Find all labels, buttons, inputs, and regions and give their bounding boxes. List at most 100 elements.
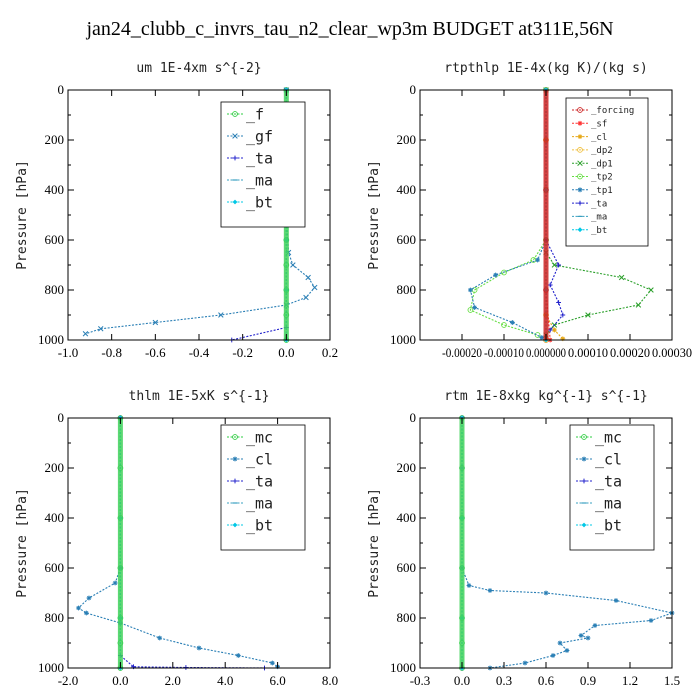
series-line: [461, 418, 674, 669]
x-tick-label: 1.2: [622, 673, 638, 688]
x-tick-label: 8.0: [322, 673, 338, 688]
panel-title: rtm 1E-8xkg kg^{-1} s^{-1}: [444, 389, 648, 404]
panel-title: thlm 1E-5xK s^{-1}: [129, 389, 270, 404]
y-tick-label: 400: [397, 510, 417, 525]
x-tick-label: 0.00030: [652, 345, 692, 360]
y-axis-label: Pressure [hPa]: [15, 488, 30, 598]
panel-1: um 1E-4xm s^{-2} Pressure [hPa] 0 200 400 600…: [15, 61, 338, 360]
figure-title: jan24_clubb_c_invrs_tau_n2_clear_wp3m BU…: [86, 18, 614, 40]
legend-marker: [577, 120, 583, 126]
data-point: [564, 648, 570, 653]
legend-label: _ma: [246, 171, 273, 189]
x-tick-label: -0.00020: [442, 345, 482, 360]
legend-marker: [581, 522, 587, 528]
legend-marker: [232, 111, 238, 117]
data-point: [618, 274, 625, 281]
legend-marker: [232, 199, 238, 205]
data-point: [97, 325, 104, 332]
series-line: [545, 90, 564, 340]
data-point: [522, 660, 528, 666]
data-point: [556, 262, 561, 268]
x-tick-label: -2.0: [58, 673, 79, 688]
legend-marker: [581, 456, 587, 462]
panel-3: thlm 1E-5xK s^{-1} Pressure [hPa] 0 200 400 6…: [15, 389, 338, 688]
x-tick-label: 0.00020: [610, 345, 650, 360]
legend-label: _dp2: [591, 146, 613, 156]
x-tick-label: 4.0: [217, 673, 233, 688]
y-tick-label: 600: [397, 560, 417, 575]
legend-label: _sf: [591, 119, 607, 129]
data-point: [585, 312, 591, 318]
data-point: [552, 327, 557, 333]
y-tick-label: 1000: [390, 660, 416, 675]
y-tick-label: 400: [397, 182, 417, 197]
data-point: [501, 322, 507, 328]
x-tick-label: 0.0: [278, 345, 294, 360]
legend-marker: [577, 173, 583, 180]
legend-marker: [577, 160, 583, 166]
zero-line: [459, 418, 465, 668]
legend-label: _cl: [595, 450, 622, 468]
y-tick-label: 200: [397, 132, 417, 147]
y-tick-label: 0: [58, 82, 65, 97]
legend-marker: [232, 155, 238, 161]
x-tick-label: -0.2: [232, 345, 253, 360]
x-tick-label: 0.00010: [568, 345, 608, 360]
y-tick-label: 600: [45, 560, 65, 575]
data-point: [556, 300, 561, 305]
legend-marker: [577, 134, 583, 139]
legend-label: _ma: [246, 494, 273, 512]
legend-box: [220, 424, 306, 551]
data-point: [467, 307, 474, 313]
data-point: [269, 660, 275, 666]
data-point: [551, 262, 558, 268]
x-tick-label: 0.0: [454, 673, 470, 688]
legend-marker: [232, 133, 238, 139]
data-point: [82, 330, 89, 337]
data-point: [635, 302, 642, 308]
legend-label: _ma: [591, 213, 607, 223]
legend-label: _ma: [595, 494, 622, 512]
data-point: [157, 635, 163, 641]
data-point: [550, 653, 556, 658]
data-point: [311, 284, 318, 291]
legend-marker: [581, 434, 587, 440]
legend-label: _ta: [591, 199, 607, 209]
legend-label: _cl: [591, 133, 607, 143]
zero-line: [543, 90, 549, 340]
data-point: [218, 312, 224, 318]
data-point: [468, 287, 473, 293]
panel-title: rtpthlp 1E-4x(kg K)/(kg s): [444, 61, 648, 76]
data-point: [613, 598, 619, 603]
legend-label: _tp2: [591, 173, 613, 183]
y-tick-label: 0: [410, 82, 417, 97]
data-point: [534, 332, 541, 338]
data-point: [543, 590, 549, 596]
y-tick-label: 600: [45, 232, 65, 247]
legend-box: [220, 101, 306, 228]
legend-marker: [577, 107, 583, 113]
data-point: [487, 588, 493, 593]
y-tick-label: 400: [45, 182, 65, 197]
legend-marker: [232, 478, 238, 484]
legend-label: _dp1: [591, 159, 613, 169]
zero-line: [117, 418, 123, 668]
legend-label: _bt: [246, 516, 273, 534]
data-point: [648, 618, 654, 623]
data-point: [112, 580, 118, 586]
x-tick-label: 0.9: [580, 673, 596, 688]
y-tick-label: 1000: [390, 332, 416, 347]
x-tick-label: 6.0: [269, 673, 285, 688]
data-point: [585, 635, 591, 641]
x-tick-label: 0.000000: [526, 345, 566, 360]
x-tick-label: -1.0: [58, 345, 79, 360]
x-tick-label: 2.0: [165, 673, 181, 688]
legend-label: _ta: [246, 472, 273, 490]
x-tick-label: -0.4: [189, 345, 210, 360]
x-tick-label: -0.00010: [484, 345, 524, 360]
legend-label: _cl: [246, 450, 273, 468]
data-point: [290, 262, 296, 268]
legend-label: _tp1: [591, 186, 613, 196]
legend-box: [569, 424, 655, 551]
legend-marker: [577, 200, 583, 206]
